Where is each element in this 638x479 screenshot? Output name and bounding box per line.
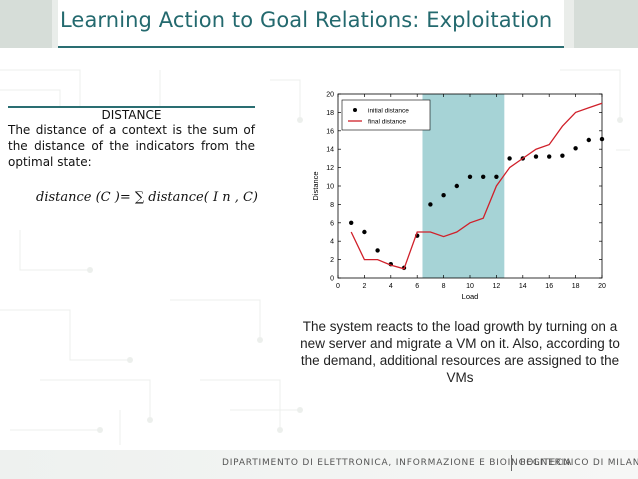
x-tick-label: 8 bbox=[442, 283, 446, 290]
slide-title: Learning Action to Goal Relations: Explo… bbox=[60, 8, 553, 32]
y-tick-label: 10 bbox=[326, 184, 334, 191]
y-tick-label: 0 bbox=[330, 276, 334, 283]
definition-text: The distance of a context is the sum of … bbox=[8, 123, 255, 169]
initial-distance-point bbox=[467, 174, 473, 179]
y-axis-label: Distance bbox=[311, 171, 320, 200]
title-box bbox=[58, 0, 564, 48]
footer-separator bbox=[511, 455, 512, 471]
initial-distance-point bbox=[547, 154, 552, 159]
y-tick-label: 12 bbox=[326, 165, 334, 172]
y-tick-label: 18 bbox=[326, 110, 334, 117]
x-tick-label: 6 bbox=[415, 283, 419, 290]
legend-dot-swatch bbox=[353, 108, 357, 112]
initial-distance-point bbox=[441, 193, 446, 198]
legend-box bbox=[341, 99, 431, 131]
initial-distance-point bbox=[599, 136, 605, 142]
y-tick-label: 20 bbox=[326, 92, 334, 99]
x-tick-label: 10 bbox=[466, 283, 474, 290]
footer-department: DIPARTIMENTO DI ELETTRONICA, INFORMAZION… bbox=[222, 458, 573, 468]
y-tick-label: 8 bbox=[330, 202, 334, 209]
chart-panel: 0 2 4 6 8 10 12 14 16 18 20 0 2 4 6 8 10 12 14 16 18 20 Load Di… bbox=[304, 86, 616, 304]
y-tick-label: 16 bbox=[326, 128, 334, 135]
x-tick-label: 16 bbox=[545, 283, 553, 290]
initial-distance-point bbox=[454, 183, 459, 189]
footer-university: POLITECNICO DI MILANO bbox=[520, 458, 638, 468]
distance-formula: distance (C )= ∑ distance( I n , C) bbox=[36, 190, 258, 205]
initial-distance-point bbox=[533, 154, 539, 159]
initial-distance-point bbox=[481, 174, 486, 179]
definition-heading: DISTANCE bbox=[101, 108, 162, 122]
footer-band bbox=[0, 450, 638, 479]
final-distance-line bbox=[350, 102, 603, 270]
initial-distance-point bbox=[494, 174, 499, 179]
initial-distance-point bbox=[428, 202, 433, 207]
x-tick-label: 20 bbox=[598, 283, 606, 290]
y-tick-label: 2 bbox=[330, 257, 334, 264]
initial-distance-point bbox=[362, 229, 367, 235]
initial-distance-point bbox=[375, 248, 380, 253]
highlight-region bbox=[422, 94, 505, 278]
initial-distance-point bbox=[560, 153, 565, 158]
slide-caption: The system reacts to the load growth by … bbox=[300, 319, 620, 385]
y-tick-label: 14 bbox=[326, 147, 334, 154]
initial-distance-point bbox=[573, 146, 578, 151]
legend-label: initial distance bbox=[368, 108, 409, 115]
definition-box bbox=[8, 106, 255, 230]
initial-distance-point bbox=[349, 220, 354, 225]
header-decoration-right bbox=[574, 0, 638, 48]
distance-chart: 0 2 4 6 8 10 12 14 16 18 20 0 2 4 6 8 10 12 14 16 18 20 Load Di… bbox=[311, 92, 606, 302]
initial-distance-point bbox=[507, 156, 512, 161]
x-tick-label: 4 bbox=[389, 283, 393, 290]
y-tick-label: 6 bbox=[330, 220, 334, 227]
initial-distance-point bbox=[586, 137, 591, 143]
header-decoration-left bbox=[0, 0, 52, 48]
x-tick-label: 12 bbox=[493, 283, 501, 290]
x-tick-label: 18 bbox=[572, 283, 580, 290]
x-axis-label: Load bbox=[462, 292, 479, 301]
x-tick-label: 2 bbox=[362, 283, 366, 290]
legend-label: final distance bbox=[368, 119, 406, 126]
x-tick-label: 14 bbox=[519, 283, 527, 290]
y-tick-label: 4 bbox=[330, 239, 334, 246]
x-tick-label: 0 bbox=[336, 283, 340, 290]
